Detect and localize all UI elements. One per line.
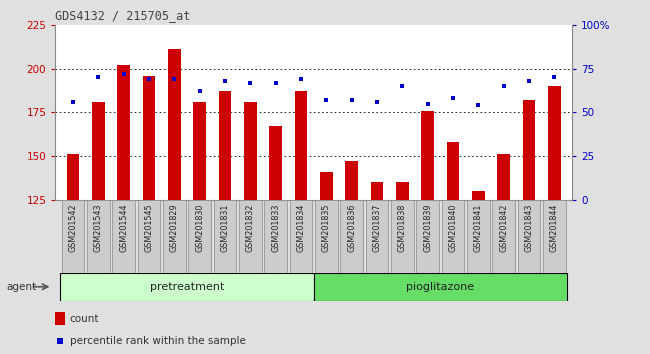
Bar xyxy=(244,102,257,200)
FancyBboxPatch shape xyxy=(60,273,314,301)
Text: GDS4132 / 215705_at: GDS4132 / 215705_at xyxy=(55,10,190,22)
Text: agent: agent xyxy=(6,282,36,292)
Bar xyxy=(497,154,510,200)
Bar xyxy=(370,183,383,200)
Bar xyxy=(269,126,282,200)
FancyBboxPatch shape xyxy=(188,200,211,273)
Text: GSM201837: GSM201837 xyxy=(372,204,382,252)
Point xyxy=(169,76,179,82)
Bar xyxy=(447,142,460,200)
Text: percentile rank within the sample: percentile rank within the sample xyxy=(70,336,246,346)
Bar xyxy=(396,183,409,200)
Point xyxy=(144,76,154,82)
Bar xyxy=(294,91,307,200)
FancyBboxPatch shape xyxy=(163,200,186,273)
Bar xyxy=(421,111,434,200)
FancyBboxPatch shape xyxy=(492,200,515,273)
Bar xyxy=(472,191,485,200)
Point xyxy=(68,99,78,105)
FancyBboxPatch shape xyxy=(416,200,439,273)
Point xyxy=(448,96,458,101)
Text: GSM201833: GSM201833 xyxy=(271,204,280,252)
Text: GSM201831: GSM201831 xyxy=(220,204,229,252)
FancyBboxPatch shape xyxy=(441,200,464,273)
Text: GSM201842: GSM201842 xyxy=(499,204,508,252)
FancyBboxPatch shape xyxy=(87,200,110,273)
Bar xyxy=(218,91,231,200)
Text: GSM201843: GSM201843 xyxy=(525,204,534,252)
Text: GSM201829: GSM201829 xyxy=(170,204,179,252)
Point xyxy=(245,80,255,85)
Point xyxy=(397,83,408,89)
Text: GSM201841: GSM201841 xyxy=(474,204,483,252)
Point xyxy=(270,80,281,85)
Bar xyxy=(168,49,181,200)
Bar xyxy=(92,102,105,200)
Bar xyxy=(142,76,155,200)
Point xyxy=(549,75,560,80)
FancyBboxPatch shape xyxy=(543,200,566,273)
Bar xyxy=(67,154,79,200)
Text: GSM201830: GSM201830 xyxy=(195,204,204,252)
Text: GSM201544: GSM201544 xyxy=(119,204,128,252)
Bar xyxy=(320,172,333,200)
Point xyxy=(499,83,509,89)
FancyBboxPatch shape xyxy=(239,200,262,273)
FancyBboxPatch shape xyxy=(138,200,161,273)
Text: GSM201832: GSM201832 xyxy=(246,204,255,252)
FancyBboxPatch shape xyxy=(265,200,287,273)
Text: GSM201844: GSM201844 xyxy=(550,204,559,252)
FancyBboxPatch shape xyxy=(112,200,135,273)
Text: pioglitazone: pioglitazone xyxy=(406,282,474,292)
FancyBboxPatch shape xyxy=(340,200,363,273)
Point xyxy=(372,99,382,105)
Point xyxy=(321,97,332,103)
Text: GSM201840: GSM201840 xyxy=(448,204,458,252)
Bar xyxy=(117,65,130,200)
Text: GSM201834: GSM201834 xyxy=(296,204,306,252)
Point xyxy=(351,241,361,247)
Text: pretreatment: pretreatment xyxy=(150,282,224,292)
Point xyxy=(194,88,205,94)
Text: GSM201543: GSM201543 xyxy=(94,204,103,252)
Text: GSM201838: GSM201838 xyxy=(398,204,407,252)
Text: GSM201839: GSM201839 xyxy=(423,204,432,252)
Point xyxy=(296,76,306,82)
Text: GSM201836: GSM201836 xyxy=(347,204,356,252)
Point xyxy=(524,78,534,84)
Point xyxy=(220,78,230,84)
Bar xyxy=(523,100,535,200)
FancyBboxPatch shape xyxy=(467,200,489,273)
Point xyxy=(118,71,129,77)
Point xyxy=(346,97,357,103)
FancyBboxPatch shape xyxy=(314,273,567,301)
FancyBboxPatch shape xyxy=(62,200,84,273)
FancyBboxPatch shape xyxy=(289,200,313,273)
FancyBboxPatch shape xyxy=(214,200,237,273)
Point xyxy=(473,103,484,108)
FancyBboxPatch shape xyxy=(517,200,540,273)
Bar xyxy=(345,161,358,200)
Bar xyxy=(548,86,560,200)
Text: count: count xyxy=(70,314,99,324)
Bar xyxy=(55,312,64,325)
Point xyxy=(93,75,103,80)
Text: GSM201545: GSM201545 xyxy=(144,204,153,252)
Point xyxy=(422,101,433,107)
Text: GSM201835: GSM201835 xyxy=(322,204,331,252)
Bar xyxy=(193,102,206,200)
Text: GSM201542: GSM201542 xyxy=(68,204,77,252)
FancyBboxPatch shape xyxy=(315,200,338,273)
FancyBboxPatch shape xyxy=(365,200,388,273)
FancyBboxPatch shape xyxy=(391,200,413,273)
